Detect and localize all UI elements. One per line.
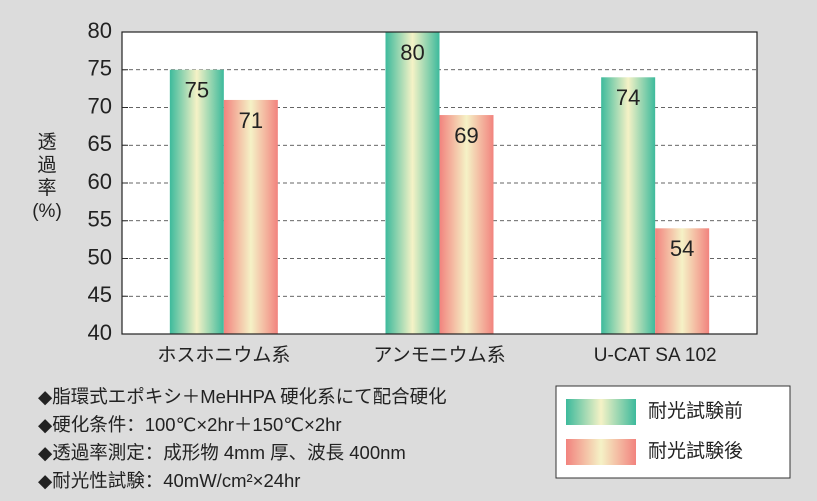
y-axis-label: (%) bbox=[32, 201, 62, 222]
note: ◆耐光性試験：40mW/cm²×24hr bbox=[38, 470, 300, 491]
data-label: 80 bbox=[400, 40, 424, 65]
bar bbox=[169, 69, 224, 334]
y-axis-label: 過 bbox=[37, 154, 56, 176]
legend-swatch bbox=[566, 439, 636, 465]
legend-label: 耐光試験前 bbox=[648, 400, 743, 422]
bar bbox=[385, 32, 440, 334]
y-tick-label: 50 bbox=[88, 244, 112, 269]
y-tick-label: 80 bbox=[88, 18, 112, 43]
x-tick-label: ホスホニウム系 bbox=[157, 344, 290, 366]
bar bbox=[601, 77, 656, 335]
bar bbox=[439, 115, 494, 334]
note: ◆脂環式エポキシ＋MeHHPA 硬化系にて配合硬化 bbox=[38, 386, 447, 407]
y-tick-label: 70 bbox=[88, 93, 112, 118]
note: ◆硬化条件：100℃×2hr＋150℃×2hr bbox=[38, 414, 342, 435]
bar bbox=[223, 99, 278, 334]
data-label: 75 bbox=[185, 78, 209, 103]
y-tick-label: 45 bbox=[88, 282, 112, 307]
legend-swatch bbox=[566, 399, 636, 425]
x-tick-label: アンモニウム系 bbox=[373, 344, 505, 366]
legend-label: 耐光試験後 bbox=[648, 440, 743, 462]
data-label: 54 bbox=[670, 236, 694, 261]
bar bbox=[655, 228, 710, 334]
y-tick-label: 55 bbox=[88, 207, 112, 232]
y-tick-label: 75 bbox=[88, 56, 112, 81]
y-axis-label: 透 bbox=[37, 131, 56, 153]
y-tick-label: 40 bbox=[88, 320, 112, 345]
data-label: 71 bbox=[239, 108, 263, 133]
data-label: 74 bbox=[616, 85, 640, 110]
y-tick-label: 60 bbox=[88, 169, 112, 194]
y-tick-label: 65 bbox=[88, 131, 112, 156]
data-label: 69 bbox=[454, 123, 478, 148]
y-axis-label: 率 bbox=[37, 177, 56, 199]
x-tick-label: U-CAT SA 102 bbox=[594, 345, 717, 366]
plot-border bbox=[121, 31, 758, 335]
note: ◆透過率測定：成形物 4mm 厚、波長 400nm bbox=[38, 442, 406, 463]
